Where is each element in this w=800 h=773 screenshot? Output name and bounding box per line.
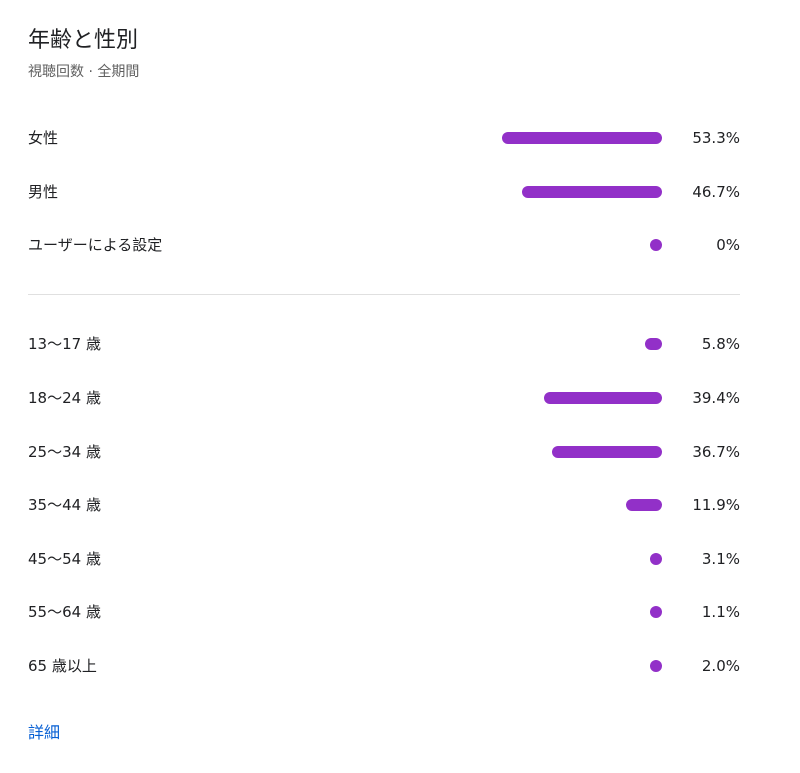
row-value: 53.3% (692, 129, 740, 147)
section-divider (28, 294, 740, 295)
row-value: 11.9% (692, 496, 740, 514)
row-label: 18〜24 歳 (28, 389, 101, 407)
age-row-13-17: 13〜17 歳 5.8% (28, 332, 740, 356)
bar-fill (544, 392, 662, 404)
row-value: 2.0% (701, 657, 740, 675)
age-row-35-44: 35〜44 歳 11.9% (28, 493, 740, 517)
bar-track (492, 239, 662, 251)
age-row-25-34: 25〜34 歳 36.7% (28, 440, 740, 464)
age-row-45-54: 45〜54 歳 3.1% (28, 547, 740, 571)
row-value: 0% (716, 236, 740, 254)
card-title: 年齢と性別 (28, 28, 139, 53)
bar-track (492, 499, 662, 511)
row-label: 13〜17 歳 (28, 335, 101, 353)
row-label: 35〜44 歳 (28, 496, 101, 514)
row-value: 5.8% (701, 335, 740, 353)
row-label: 25〜34 歳 (28, 443, 101, 461)
bar-track (492, 446, 662, 458)
bar-track (492, 392, 662, 404)
card-subtitle: 視聴回数 · 全期間 (28, 64, 140, 80)
bar-fill (650, 553, 662, 565)
bar-fill (650, 239, 662, 251)
row-value: 1.1% (701, 603, 740, 621)
row-label: 女性 (28, 129, 59, 147)
bar-fill (626, 499, 662, 511)
row-value: 3.1% (701, 550, 740, 568)
details-link[interactable]: 詳細 (28, 723, 61, 742)
row-label: ユーザーによる設定 (28, 236, 163, 254)
bar-fill (552, 446, 662, 458)
bar-fill (650, 606, 662, 618)
gender-row-male: 男性 46.7% (28, 180, 740, 204)
row-value: 39.4% (692, 389, 740, 407)
row-label: 45〜54 歳 (28, 550, 101, 568)
age-row-55-64: 55〜64 歳 1.1% (28, 600, 740, 624)
gender-row-female: 女性 53.3% (28, 126, 740, 150)
age-row-65-plus: 65 歳以上 2.0% (28, 654, 740, 678)
bar-track (492, 132, 662, 144)
age-row-18-24: 18〜24 歳 39.4% (28, 386, 740, 410)
row-label: 55〜64 歳 (28, 603, 101, 621)
bar-fill (645, 338, 662, 350)
row-value: 46.7% (692, 183, 740, 201)
bar-track (492, 553, 662, 565)
bar-fill (502, 132, 662, 144)
bar-track (492, 186, 662, 198)
bar-fill (650, 660, 662, 672)
bar-track (492, 660, 662, 672)
bar-fill (522, 186, 662, 198)
bar-track (492, 606, 662, 618)
row-value: 36.7% (692, 443, 740, 461)
gender-row-user-specified: ユーザーによる設定 0% (28, 233, 740, 257)
row-label: 男性 (28, 183, 59, 201)
bar-track (492, 338, 662, 350)
row-label: 65 歳以上 (28, 657, 97, 675)
